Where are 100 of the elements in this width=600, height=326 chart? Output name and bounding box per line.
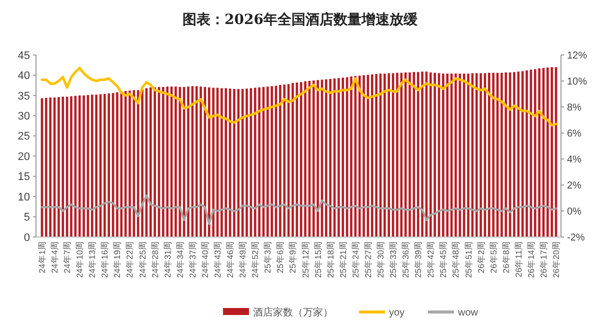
bar [120,91,123,237]
y-tick-label: 45 [18,50,30,62]
y-tick-label: 15 [18,171,30,184]
x-tick-label: 25年33周 [388,241,398,278]
bar [384,74,386,237]
x-tick-label: 24年16周 [100,241,110,278]
bar [304,81,306,237]
x-tick-label: 24年37周 [187,241,198,278]
bar [70,96,72,237]
bar [396,72,398,237]
bar [538,68,540,237]
x-tick-label: 24年40周 [200,241,210,278]
y2-tick-label: -2% [567,232,585,244]
bar [187,86,190,237]
x-tick-label: 25年36周 [400,241,411,278]
bar [149,87,152,237]
legend-label: 酒店家数（万家） [253,306,333,318]
y-tick-label: 35 [18,90,30,102]
x-tick-label: 26年20周 [551,241,562,278]
x-tick-label: 24年25周 [137,241,148,278]
x-tick-label: 26年2周 [476,241,486,274]
bar [316,80,319,237]
chart-title: 图表：2026年全国酒店数量增速放缓 [182,11,418,28]
bar [212,88,214,237]
bar [480,73,482,237]
y-tick-label: 20 [18,150,30,163]
x-tick-label: 24年22周 [124,241,135,278]
bar [292,82,294,237]
x-tick-label: 26年11周 [513,241,524,278]
bar [375,74,378,237]
x-tick-label: 24年1周 [36,241,47,274]
bar [492,72,494,237]
bar [408,72,411,237]
bar [166,86,169,237]
bar [141,89,144,237]
bar [400,72,403,237]
y-tick-label: 30 [18,110,30,123]
x-tick-label: 25年18周 [325,241,336,278]
legend-label: yoy [389,308,405,318]
bar [116,92,118,237]
bar [504,72,508,237]
bar [442,74,444,237]
bar [195,86,198,237]
x-tick-label: 24年28周 [150,241,160,278]
bar [370,74,374,237]
x-tick-label: 26年14周 [526,241,536,278]
x-tick-label: 24年43周 [212,241,223,278]
bar [58,97,60,237]
bar [421,72,424,237]
x-tick-label: 24年52周 [250,241,260,278]
bar [513,72,516,237]
x-tick-label: 24年10周 [74,241,85,278]
y-tick-label: 40 [18,70,30,82]
bar [246,88,248,237]
bar [488,72,490,237]
x-tick-label: 25年6周 [275,241,286,274]
bar [220,88,223,237]
bar [154,87,156,237]
x-tick-label: 24年4周 [50,241,60,274]
x-tick-label: 24年7周 [62,241,72,274]
x-tick-label: 24年46周 [225,241,236,278]
y2-tick-label: 2% [567,180,582,192]
bar [458,74,462,237]
y2-tick-label: 10% [567,76,588,88]
bar [350,76,352,237]
y2-tick-label: 8% [567,102,582,114]
bar [258,87,260,237]
x-tick-label: 24年19周 [112,241,122,278]
x-tick-label: 25年12周 [300,241,310,278]
bar [128,90,131,237]
bar [62,96,64,237]
line-series [40,66,558,126]
bar [174,86,177,237]
bar [388,73,390,237]
y-tick-label: 0 [24,232,30,244]
y2-tick-label: 12% [567,50,588,62]
bar [254,88,256,237]
bar [45,98,48,237]
x-tick-label: 25年3周 [262,241,273,274]
bar [162,86,164,237]
bar [500,72,503,237]
y-tick-label: 5 [24,212,30,224]
bar [325,79,328,237]
x-tick-label: 25年42周 [426,241,436,278]
y2-tick-label: 6% [567,128,582,140]
line-series [40,194,558,225]
x-tick-label: 26年17周 [538,241,548,278]
bar [362,75,365,237]
bar [546,68,549,237]
bar [550,67,553,237]
bar [279,84,282,237]
bar [108,93,110,237]
bar [82,95,85,237]
y-tick-label: 10 [18,191,30,204]
bar [434,72,436,237]
x-tick-label: 26年8周 [500,241,511,274]
bar [178,86,182,237]
bar [467,74,470,237]
x-tick-label: 25年24周 [350,241,360,278]
bar [429,72,432,237]
